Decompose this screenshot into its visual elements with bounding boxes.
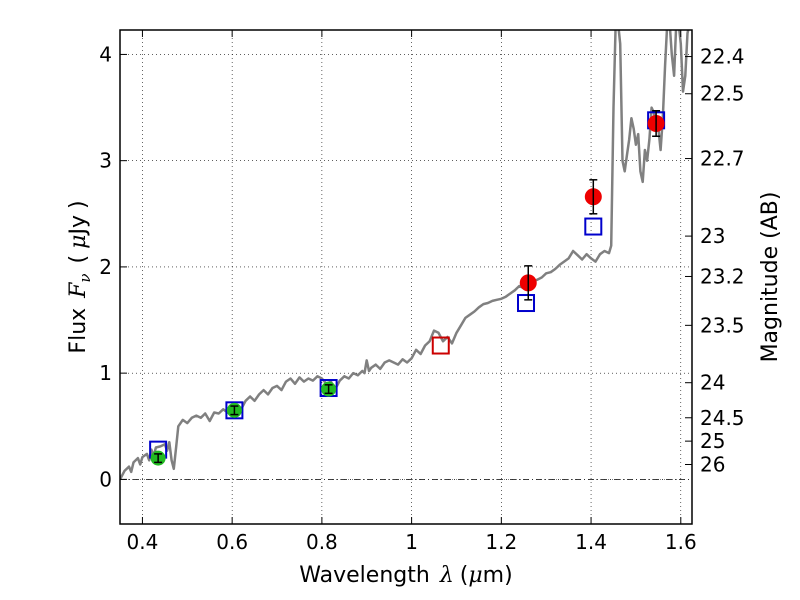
y-tick-label: 2: [99, 255, 112, 279]
y-axis-unit-rest: Jy: [66, 215, 91, 237]
y-axis-symbol: F: [66, 282, 91, 299]
spectrum-line: [120, 30, 690, 480]
y-tick-label: 0: [99, 467, 112, 491]
y-axis-unit-mu: μ: [66, 235, 91, 249]
y-tick-label: 1: [99, 361, 112, 385]
x-axis-unit-open: (: [460, 563, 469, 588]
y2-tick-label: 22.4: [700, 45, 745, 69]
y2-tick-label: 24.5: [700, 406, 745, 430]
x-tick-label: 1: [405, 530, 418, 554]
x-axis-label-text: Wavelength: [299, 563, 430, 588]
y2-tick-label: 22.7: [700, 147, 745, 171]
data-marks: [149, 109, 666, 466]
y-axis-symbol-sub: ν: [76, 273, 94, 282]
x-tick-label: 0.8: [306, 530, 338, 554]
model-box-marker: [225, 401, 244, 420]
model-box-marker: [431, 336, 450, 355]
x-tick-label: 1.2: [485, 530, 517, 554]
y2-tick-label: 23.2: [700, 264, 745, 288]
x-tick-label: 1.6: [665, 530, 697, 554]
y-axis-unit-open: (: [66, 255, 91, 264]
y-tick-label: 4: [99, 42, 112, 66]
x-tick-label: 0.4: [127, 530, 159, 554]
plot-frame: [119, 29, 693, 525]
axis-ticks: [120, 30, 692, 524]
model-box-marker: [584, 217, 603, 236]
x-tick-label: 0.6: [216, 530, 248, 554]
grid-lines: [120, 30, 692, 524]
y-axis-label: Flux Fν ( μJy): [66, 200, 94, 353]
y2-axis-label: Magnitude (AB): [758, 192, 783, 363]
x-axis-unit-rest: m): [483, 563, 513, 588]
y-axis-unit-close: ): [66, 200, 91, 209]
y-axis-label-text: Flux: [66, 308, 91, 354]
y2-tick-label: 25: [700, 429, 725, 453]
y-tick-label: 3: [99, 149, 112, 173]
x-tick-label: 1.4: [575, 530, 607, 554]
y2-tick-label: 24: [700, 371, 725, 395]
y2-tick-label: 23: [700, 224, 725, 248]
y2-tick-label: 23.5: [700, 313, 745, 337]
y2-tick-label: 26: [700, 453, 725, 477]
model-box-marker: [517, 294, 536, 313]
y2-tick-label: 22.5: [700, 82, 745, 106]
x-axis-label: Wavelength λ (μm): [299, 563, 512, 588]
x-axis-symbol: λ: [439, 563, 454, 588]
x-axis-unit-mu: μ: [468, 563, 482, 588]
